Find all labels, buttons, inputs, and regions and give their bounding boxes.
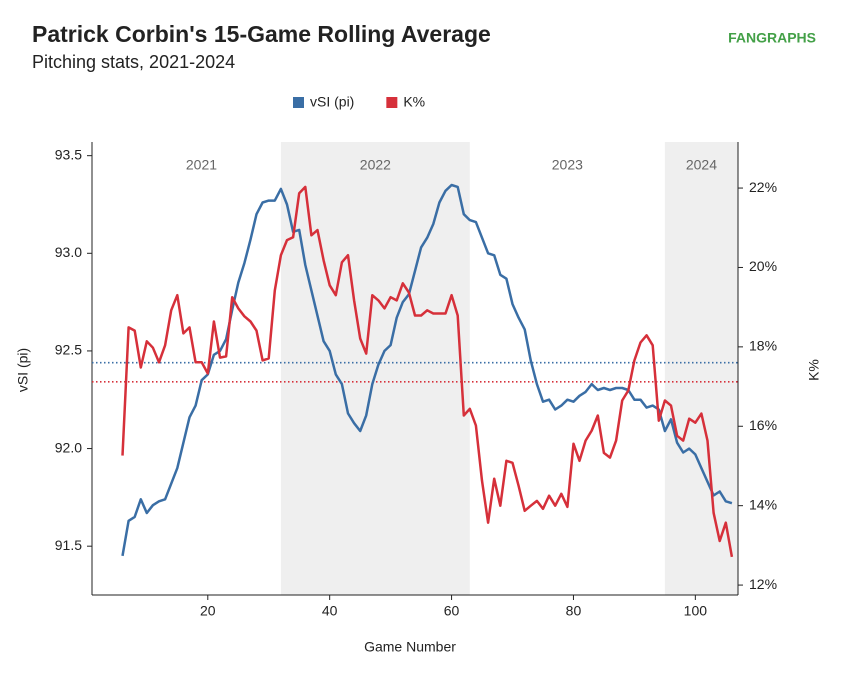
y2-tick-label: 16%: [749, 417, 777, 433]
chart-title: Patrick Corbin's 15-Game Rolling Average: [32, 21, 491, 47]
x-axis-label: Game Number: [364, 639, 456, 655]
x-tick-label: 20: [200, 603, 216, 619]
chart-subtitle: Pitching stats, 2021-2024: [32, 52, 235, 72]
y-tick-label: 92.0: [55, 439, 82, 455]
x-tick-label: 40: [322, 603, 338, 619]
series-line: [121, 185, 734, 558]
y2-tick-label: 20%: [749, 258, 777, 274]
y-tick-label: 93.5: [55, 146, 82, 162]
series-line: [121, 183, 733, 557]
y2-tick-label: 14%: [749, 496, 777, 512]
y2-tick-label: 12%: [749, 576, 777, 592]
season-label: 2022: [360, 157, 391, 173]
season-label: 2023: [552, 157, 583, 173]
x-tick-label: 60: [444, 603, 460, 619]
y2-tick-label: 22%: [749, 179, 777, 195]
legend-swatch: [293, 97, 304, 108]
x-tick-label: 80: [566, 603, 582, 619]
y2-axis-label: K%: [806, 359, 822, 381]
y-tick-label: 93.0: [55, 244, 82, 260]
x-tick-label: 100: [684, 603, 708, 619]
season-label: 2021: [186, 157, 217, 173]
season-label: 2024: [686, 157, 717, 173]
y-tick-label: 92.5: [55, 342, 82, 358]
y-tick-label: 91.5: [55, 537, 82, 553]
season-shade: [664, 142, 738, 595]
logo: FANGRAPHS: [728, 30, 816, 46]
y-axis-label: vSI (pi): [15, 348, 31, 392]
legend-label: vSI (pi): [310, 94, 354, 110]
legend-swatch: [386, 97, 398, 108]
season-shade: [280, 142, 470, 595]
legend-label: K%: [403, 94, 425, 110]
y2-tick-label: 18%: [749, 338, 777, 354]
